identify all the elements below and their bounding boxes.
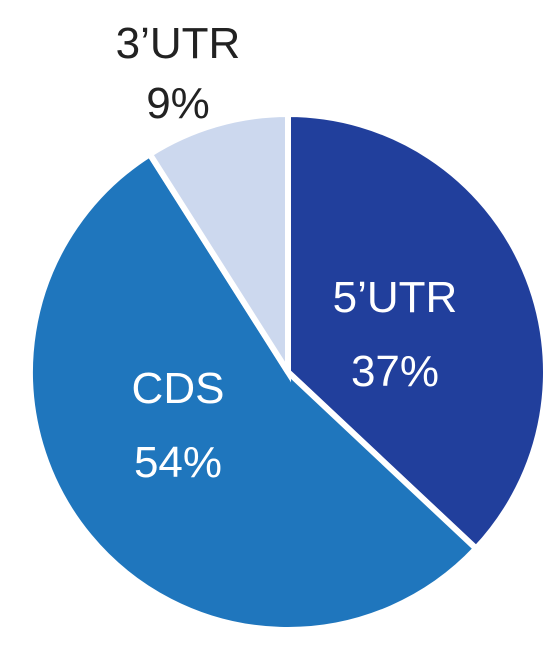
pie-labels: 5’UTR 37% CDS 54% 3’UTR 9% [116,19,458,487]
pie-slice-5utr [285,110,549,553]
slice-value-label: 54% [134,438,222,487]
pie-slice-cds [27,150,481,634]
slice-name-label: 5’UTR [333,273,458,322]
slice-value-label: 37% [351,347,439,396]
pie-slice-3utr [145,110,291,383]
slice-name-label: 3’UTR [116,19,241,68]
pie-slices [27,110,549,634]
slice-name-label: CDS [132,364,225,413]
slice-value-label: 9% [146,79,210,128]
